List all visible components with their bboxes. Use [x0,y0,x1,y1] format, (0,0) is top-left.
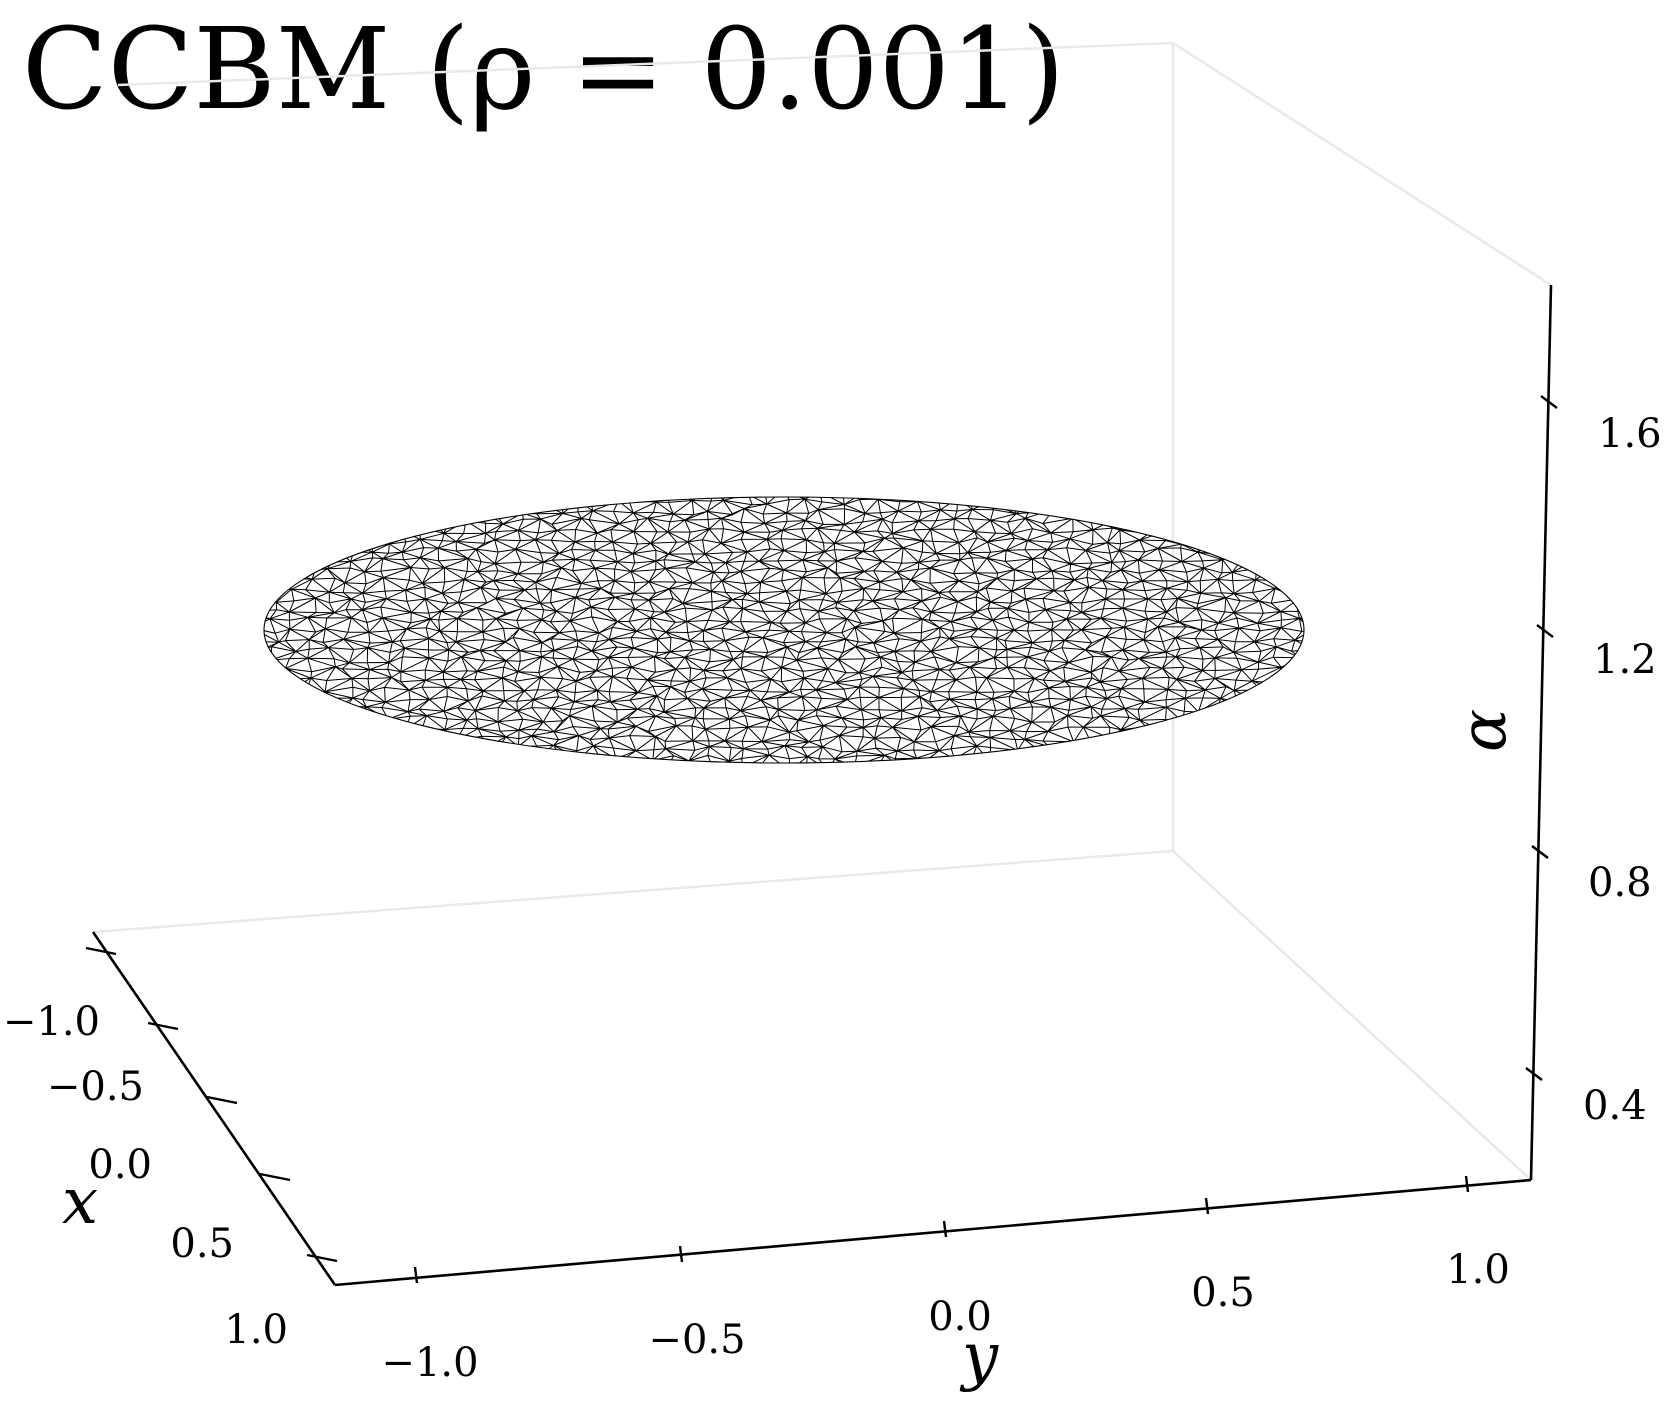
z-tick-label: 1.2 [1593,637,1657,683]
axis-lines [91,284,1553,1287]
surface-triangles [264,497,1304,763]
z-tick-label: 1.6 [1598,411,1662,457]
back-wall-top-edge [1172,41,1552,287]
x-tick-label: −0.5 [47,1064,144,1110]
z-tick-mark [1540,395,1558,409]
z-tick-mark [1536,624,1554,638]
x-axis-label: x [62,1165,98,1239]
x-tick-label: 0.5 [170,1221,234,1267]
y-tick-mark [413,1266,419,1284]
floor-right-edge [1172,850,1532,1181]
z-tick-mark [1531,845,1549,859]
axis-ticks [85,395,1558,1284]
y-tick-label: 1.0 [1446,1247,1510,1293]
x-tick-label: 1.0 [224,1307,288,1353]
x-tick-mark [147,1021,179,1031]
y-tick-label: −0.5 [648,1317,745,1363]
y-tick-mark [678,1245,684,1263]
x-tick-label: −1.0 [3,999,100,1045]
x-tick-mark [206,1095,238,1105]
z-tick-label: 0.4 [1583,1083,1647,1129]
y-tick-mark [1204,1197,1210,1215]
x-tick-mark [85,946,117,956]
z-axis-label: α [1447,709,1521,752]
y-tick-label: 0.5 [1191,1270,1255,1316]
y-tick-mark [1464,1175,1470,1193]
y-axis-label: y [959,1320,999,1394]
x-tick-mark [306,1253,338,1263]
floor-back-edge [92,849,1174,934]
y-tick-label: −1.0 [381,1340,478,1386]
x-tick-mark [259,1172,291,1182]
y-tick-label: 0.0 [928,1294,992,1340]
y-tick-mark [942,1220,948,1238]
mesh-lines [264,497,1304,763]
z-axis-line [1529,284,1553,1181]
axis-panes [92,41,1552,1181]
x-tick-label: 0.0 [88,1142,152,1188]
x-axis-line [91,931,337,1286]
z-tick-mark [1525,1067,1543,1081]
surface-boundary [263,496,1305,764]
back-wall-left-top [117,41,1174,87]
tick-labels: −1.0 −0.5 0.0 0.5 1.0 −1.0 −0.5 0.0 0.5 1.0 0.4 0.8… [3,411,1662,1386]
z-tick-label: 0.8 [1588,860,1652,906]
y-axis-line [334,1178,1532,1287]
surface-mesh [263,496,1305,764]
chart-title: CCBM (ρ = 0.001) [22,5,1065,135]
